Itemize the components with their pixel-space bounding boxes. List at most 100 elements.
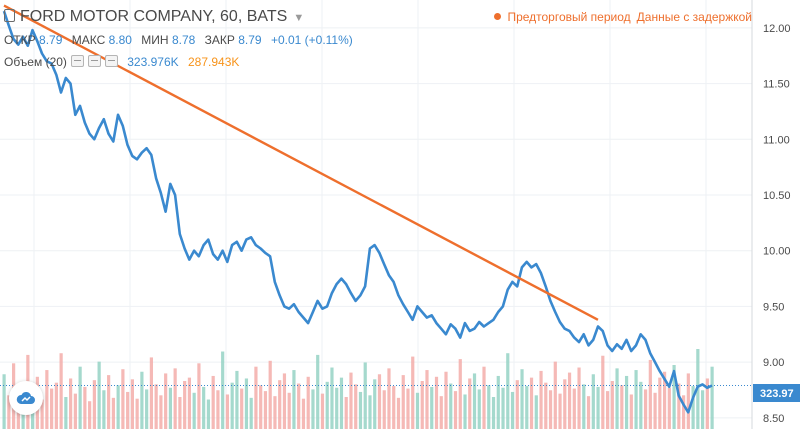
- volume-bar: [392, 386, 396, 429]
- volume-bar: [401, 375, 405, 429]
- volume-bar: [439, 396, 443, 429]
- volume-bar: [396, 397, 401, 429]
- volume-bar: [377, 374, 382, 429]
- volume-bar: [216, 390, 220, 429]
- volume-bar: [69, 378, 73, 429]
- volume-bar: [558, 393, 562, 429]
- volume-bar: [121, 369, 125, 429]
- volume-bar: [529, 377, 534, 429]
- volume-bar: [316, 354, 320, 429]
- chart-title[interactable]: FORD MOTOR COMPANY, 60, BATS ▼: [4, 8, 304, 26]
- volume-bar: [411, 356, 415, 429]
- trend-line: [3, 4, 599, 321]
- volume-bar: [677, 383, 681, 429]
- volume-bar: [567, 372, 572, 429]
- volume-bar: [97, 361, 101, 429]
- volume-bar: [572, 388, 576, 429]
- change-value: +0.01 (+0.11%): [270, 33, 353, 47]
- volume-bar: [88, 401, 92, 429]
- volume-bar: [135, 398, 139, 429]
- volume-bar: [591, 374, 595, 429]
- volume-bar: [311, 389, 315, 429]
- volume-bar: [434, 376, 439, 429]
- volume-bar: [624, 375, 629, 429]
- volume-bar: [610, 381, 614, 429]
- volume-bar: [577, 367, 581, 429]
- volume-bar: [515, 380, 519, 429]
- volume-bar: [154, 384, 158, 429]
- volume-bar: [672, 365, 676, 429]
- volume-bar: [159, 395, 163, 429]
- volume-legend: Объем (20) 323.976K 287.943K: [4, 55, 239, 69]
- y-tick-label: 9.00: [763, 357, 784, 369]
- volume-bar: [339, 377, 344, 429]
- eye-icon[interactable]: [70, 55, 84, 67]
- volume-bar: [363, 362, 367, 429]
- volume-bar: [278, 380, 282, 429]
- volume-bar: [282, 373, 287, 429]
- volume-bar: [306, 376, 310, 429]
- volume-bar: [681, 395, 686, 429]
- volume-bar: [453, 391, 458, 429]
- tradingview-logo[interactable]: [9, 381, 43, 415]
- volume-bar: [78, 366, 82, 429]
- volume-bar: [582, 384, 586, 429]
- volume-bar: [520, 369, 524, 429]
- volume-bar: [354, 384, 358, 429]
- y-tick-label: 10.50: [763, 190, 791, 202]
- volume-bar: [2, 374, 6, 429]
- volume-bar: [658, 377, 662, 429]
- volume-bar: [320, 393, 325, 429]
- last-price-tag-label: 323.97: [760, 388, 794, 400]
- volume-bar: [102, 390, 106, 429]
- y-tick-label: 11.50: [763, 79, 790, 91]
- volume-bar: [225, 394, 230, 429]
- volume-bar: [92, 380, 96, 429]
- volume-bar: [430, 386, 434, 429]
- volume-bar: [382, 390, 386, 429]
- volume-bar: [183, 381, 187, 429]
- volume-bar: [116, 385, 120, 429]
- volume-bar: [662, 371, 667, 429]
- price-series-line: [2, 10, 713, 414]
- status-dot-icon: [494, 13, 502, 20]
- volume-bar: [605, 391, 610, 429]
- y-tick-label: 11.00: [763, 134, 790, 146]
- volume-bar: [620, 385, 624, 429]
- volume-bar: [145, 389, 149, 429]
- y-tick-label: 9.50: [763, 301, 784, 313]
- y-tick-label: 10.00: [763, 246, 791, 258]
- volume-bar: [601, 355, 605, 429]
- volume-bar: [254, 366, 258, 429]
- volume-bar: [368, 395, 372, 429]
- volume-bar: [45, 370, 49, 429]
- volume-bar: [653, 392, 657, 429]
- volume-bar: [273, 396, 277, 429]
- volume-bar: [73, 393, 77, 429]
- volume-bar: [491, 397, 496, 429]
- volume-bar: [164, 373, 168, 429]
- volume-bar: [197, 363, 201, 429]
- volume-bar: [59, 353, 63, 429]
- volume-bar: [415, 392, 420, 429]
- volume-bar: [325, 381, 329, 429]
- volume-bar: [344, 397, 348, 429]
- volume-bar: [263, 391, 268, 429]
- chevron-down-icon[interactable]: ▼: [293, 12, 305, 24]
- volume-bar: [21, 403, 25, 429]
- volume-bar: [297, 383, 301, 429]
- symbol-icon: [4, 9, 15, 22]
- volume-bar: [586, 396, 591, 429]
- close-icon[interactable]: [104, 55, 118, 67]
- volume-bar: [643, 389, 648, 429]
- volume-bar: [639, 381, 643, 429]
- volume-bar: [444, 371, 448, 429]
- volume-bar: [686, 373, 690, 429]
- volume-bar: [501, 387, 505, 429]
- settings-icon[interactable]: [87, 55, 101, 67]
- volume-bar: [667, 387, 671, 429]
- volume-bar: [178, 397, 182, 429]
- volume-bar: [202, 386, 206, 429]
